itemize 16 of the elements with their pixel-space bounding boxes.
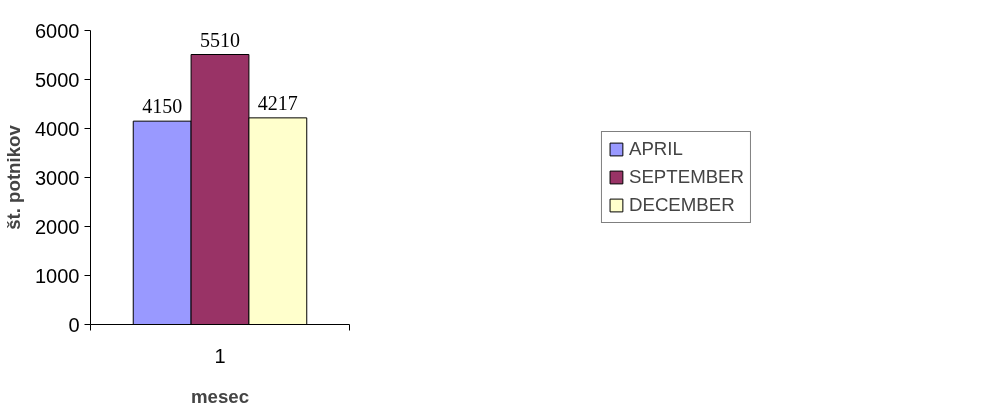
y-tick-label: 3000 [35,166,80,189]
y-tick-label: 4000 [35,117,80,140]
y-tick-label: 0 [68,313,80,336]
y-tick-label: 2000 [35,215,80,238]
y-axis-title: št. potnikov [3,124,25,230]
y-tick-label: 5000 [35,68,80,91]
x-axis-title: mesec [190,385,250,407]
data-label: 5510 [200,28,240,51]
data-label: 4150 [142,95,183,118]
x-tick-label: 1 [214,344,226,367]
legend-label: DECEMBER [628,194,735,216]
data-label: 4217 [257,91,298,114]
y-tick-label: 6000 [35,19,80,42]
legend-label: APRIL [628,138,683,160]
y-tick-label: 1000 [35,264,80,287]
legend-label: SEPTEMBER [628,166,745,188]
